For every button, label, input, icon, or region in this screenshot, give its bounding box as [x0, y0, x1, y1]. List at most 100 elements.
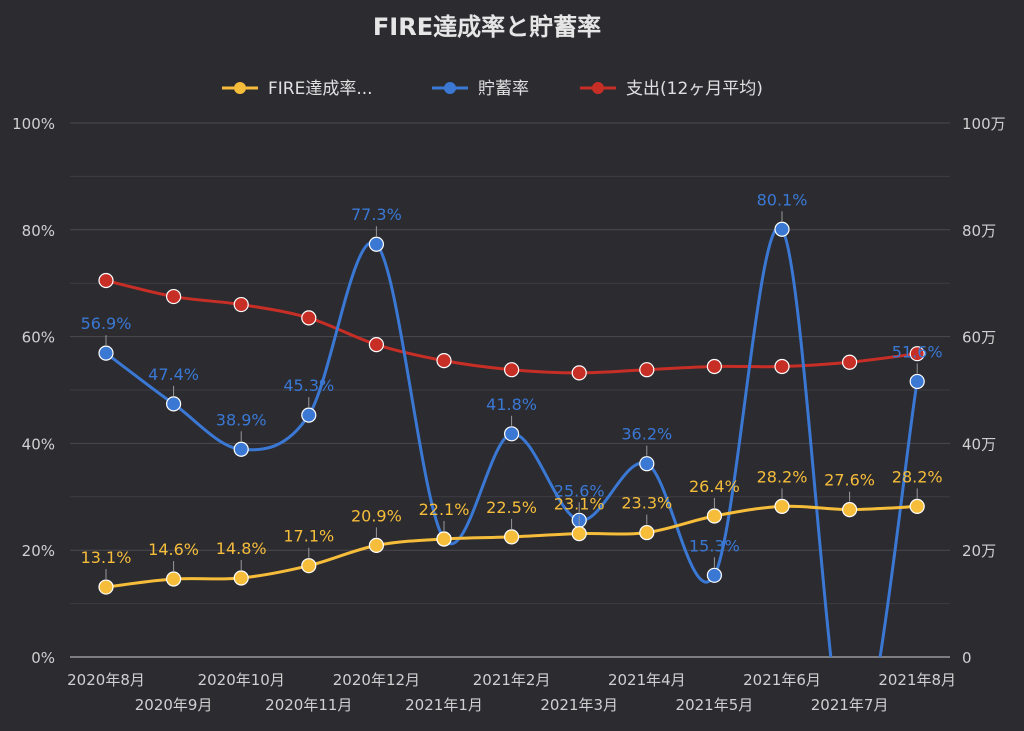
data-label: 56.9% — [81, 314, 132, 333]
left-tick-label: 100% — [12, 115, 55, 133]
data-label: 47.4% — [148, 365, 199, 384]
data-point — [368, 537, 384, 553]
data-label: 28.2% — [757, 467, 808, 486]
data-label: 23.3% — [621, 494, 672, 513]
right-tick-label: 60万 — [962, 329, 996, 347]
right-tick-label: 0 — [962, 649, 972, 667]
right-tick-label: 100万 — [962, 115, 1006, 133]
data-point — [774, 221, 790, 237]
data-label: 27.6% — [824, 471, 875, 490]
data-point — [706, 358, 723, 375]
data-label: 28.2% — [892, 467, 943, 486]
data-point — [774, 358, 790, 375]
left-axis: 0% 20% 40% 60% 80% 100% — [12, 115, 55, 667]
data-point — [841, 502, 858, 518]
data-point — [166, 571, 182, 587]
data-label: 15.3% — [689, 536, 740, 555]
data-point — [706, 567, 723, 583]
data-point — [774, 498, 790, 515]
data-point — [909, 498, 925, 515]
data-label: 14.6% — [148, 540, 199, 559]
data-label: 51.6% — [892, 342, 943, 361]
data-point — [639, 524, 655, 541]
data-point — [98, 272, 114, 289]
x-axis: 2020年8月 2020年9月 2020年10月 2020年11月 2020年12月 20… — [67, 671, 956, 714]
data-label: 22.1% — [419, 500, 470, 519]
data-point — [571, 526, 587, 542]
data-point — [436, 531, 452, 547]
grid — [70, 122, 950, 658]
legend-swatch-dot — [592, 82, 604, 94]
data-point — [301, 407, 317, 423]
data-label: 25.6% — [554, 481, 605, 500]
data-point — [504, 362, 520, 378]
data-point — [233, 570, 249, 586]
legend-swatch-dot — [234, 82, 246, 94]
data-point — [301, 558, 317, 574]
x-tick-label: 2021年4月 — [608, 671, 686, 689]
data-point — [368, 236, 384, 252]
data-label: 26.4% — [689, 477, 740, 496]
left-tick-label: 0% — [31, 649, 55, 667]
series-0: 13.1% 14.6% 14.8% 17.1% 20.9% 22.1% 22.5% 23.1%… — [81, 467, 943, 595]
legend-item[interactable]: FIRE達成率... — [222, 79, 373, 99]
left-tick-label: 40% — [22, 435, 55, 453]
x-tick-label: 2020年10月 — [198, 671, 285, 689]
x-tick-label: 2021年5月 — [676, 696, 754, 714]
left-tick-label: 60% — [22, 329, 55, 347]
data-point — [166, 288, 182, 305]
x-tick-label: 2020年9月 — [135, 696, 213, 714]
data-point — [571, 365, 587, 381]
x-tick-label: 2020年11月 — [265, 696, 352, 714]
data-point — [639, 456, 655, 472]
data-point — [98, 579, 114, 595]
data-point — [504, 426, 520, 442]
left-tick-label: 80% — [22, 222, 55, 240]
data-point — [166, 396, 182, 412]
data-point — [436, 353, 452, 369]
data-point — [639, 362, 655, 378]
legend-label: 貯蓄率 — [478, 79, 529, 99]
data-point — [233, 296, 249, 313]
data-label: 38.9% — [216, 410, 267, 429]
data-label: 23.1% — [554, 495, 605, 514]
chart-title: FIRE達成率と貯蓄率 — [373, 13, 601, 41]
data-label: 45.3% — [283, 376, 334, 395]
data-point — [98, 345, 114, 361]
data-point — [233, 441, 249, 457]
legend-item[interactable]: 貯蓄率 — [432, 79, 529, 99]
right-tick-label: 40万 — [962, 435, 996, 453]
data-label: 36.2% — [621, 425, 672, 444]
x-tick-label: 2020年8月 — [67, 671, 145, 689]
data-label: 77.3% — [351, 205, 402, 224]
data-label: 13.1% — [81, 548, 132, 567]
legend-label: FIRE達成率... — [268, 79, 373, 99]
data-point — [706, 508, 723, 524]
x-tick-label: 2021年3月 — [540, 696, 618, 714]
left-tick-label: 20% — [22, 542, 55, 560]
data-point — [368, 337, 384, 353]
data-label: 20.9% — [351, 506, 402, 525]
x-tick-label: 2021年1月 — [405, 696, 483, 714]
series-layer: 56.9% 47.4% 38.9% 45.3% 77.3% 41.8% 25.6% 36.2%… — [81, 190, 943, 657]
right-tick-label: 20万 — [962, 542, 996, 560]
series-1: 56.9% 47.4% 38.9% 45.3% 77.3% 41.8% 25.6% 36.2%… — [81, 190, 943, 657]
data-point — [301, 310, 317, 326]
data-label: 22.5% — [486, 498, 537, 517]
x-tick-label: 2021年8月 — [878, 671, 956, 689]
legend-swatch-dot — [444, 82, 456, 94]
data-point — [909, 346, 925, 362]
x-tick-label: 2021年6月 — [743, 671, 821, 689]
data-point — [841, 354, 858, 370]
x-tick-label: 2020年12月 — [333, 671, 420, 689]
data-label: 17.1% — [283, 527, 334, 546]
x-tick-label: 2021年2月 — [473, 671, 551, 689]
data-point — [909, 373, 925, 390]
data-point — [504, 529, 520, 545]
data-label: 41.8% — [486, 395, 537, 414]
data-label: 14.8% — [216, 539, 267, 558]
data-label: 80.1% — [757, 190, 808, 209]
legend-item[interactable]: 支出(12ヶ月平均) — [580, 79, 763, 99]
legend: FIRE達成率... 貯蓄率 支出(12ヶ月平均) — [222, 79, 763, 99]
